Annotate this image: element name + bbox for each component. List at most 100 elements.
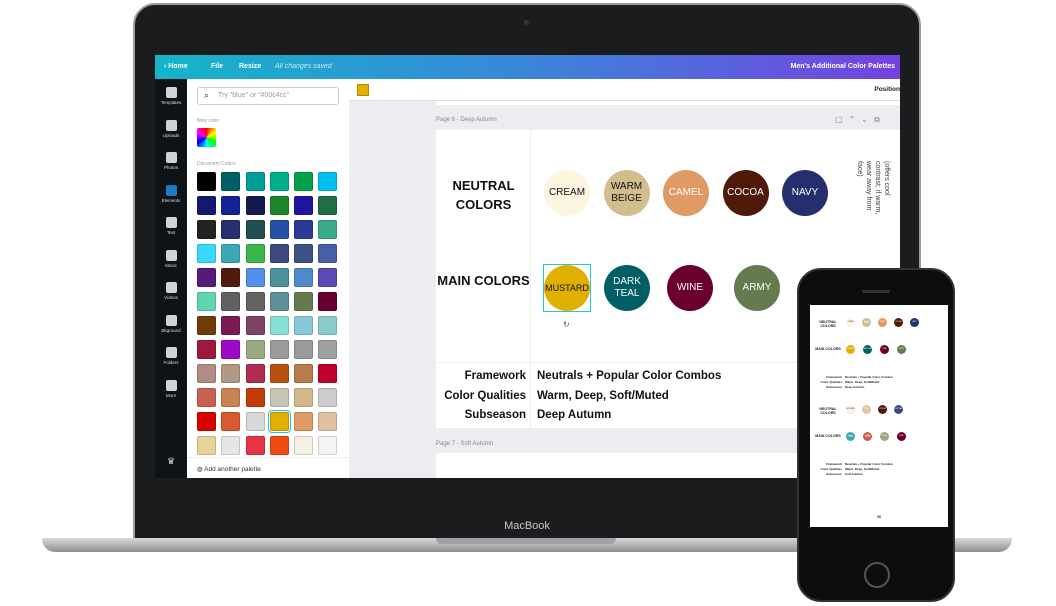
color-swatch[interactable]: [294, 292, 314, 311]
color-swatch[interactable]: [318, 412, 338, 431]
color-swatch[interactable]: [318, 364, 338, 383]
resize-menu[interactable]: Resize: [239, 63, 262, 70]
color-swatch[interactable]: [269, 388, 289, 407]
add-palette-button[interactable]: ◍ Add another palette: [187, 457, 349, 478]
color-swatch[interactable]: [245, 436, 265, 455]
document-title[interactable]: Men's Additional Color Palettes: [790, 63, 895, 70]
color-swatch[interactable]: [197, 364, 216, 383]
color-swatch[interactable]: [245, 388, 265, 407]
position-button[interactable]: Position: [874, 86, 900, 93]
neutral-swatch-warm-beige[interactable]: WARM BEIGE: [603, 170, 650, 216]
color-swatch[interactable]: [197, 388, 216, 407]
color-swatch[interactable]: [197, 220, 216, 239]
color-swatch[interactable]: [221, 292, 241, 311]
sidebar-item-photos[interactable]: Photos: [155, 152, 187, 170]
color-swatch[interactable]: [294, 340, 314, 359]
color-swatch[interactable]: [245, 268, 265, 287]
sidebar-item-uploads[interactable]: Uploads: [155, 119, 187, 138]
color-swatch[interactable]: [318, 196, 338, 215]
color-swatch[interactable]: [318, 172, 338, 191]
color-swatch[interactable]: [318, 436, 338, 455]
color-swatch[interactable]: [221, 364, 241, 383]
main-swatch-army[interactable]: ARMY: [734, 265, 780, 311]
color-swatch[interactable]: [294, 172, 314, 191]
new-color-button[interactable]: [197, 128, 216, 147]
color-swatch[interactable]: [197, 268, 216, 287]
color-swatch[interactable]: [318, 244, 338, 263]
color-swatch[interactable]: [221, 316, 241, 335]
color-search-input[interactable]: ⌕ Try "blue" or "#00c4cc": [197, 87, 339, 105]
color-swatch[interactable]: [294, 388, 314, 407]
color-swatch[interactable]: [269, 340, 289, 359]
main-swatch-mustard[interactable]: MUSTARD: [544, 265, 590, 311]
color-swatch[interactable]: [269, 196, 289, 215]
color-swatch[interactable]: [267, 410, 291, 433]
color-swatch[interactable]: [294, 364, 314, 383]
color-swatch[interactable]: [221, 268, 241, 287]
color-swatch[interactable]: [294, 268, 314, 287]
sidebar-item-more[interactable]: More: [155, 379, 187, 398]
color-swatch[interactable]: [318, 340, 338, 359]
color-swatch[interactable]: [269, 220, 289, 239]
file-menu[interactable]: File: [211, 63, 224, 70]
color-swatch[interactable]: [221, 244, 241, 263]
sidebar-item-templates[interactable]: Templates: [155, 87, 187, 105]
color-swatch[interactable]: [269, 364, 289, 383]
rotate-handle-icon[interactable]: ↻: [563, 320, 570, 329]
color-swatch[interactable]: [245, 172, 265, 191]
color-swatch[interactable]: [245, 292, 265, 311]
sidebar-item-bkground[interactable]: Bkground: [155, 314, 187, 333]
color-swatch[interactable]: [221, 172, 241, 191]
color-swatch[interactable]: [245, 316, 265, 335]
sidebar-item-folders[interactable]: Folders: [155, 347, 187, 365]
color-swatch[interactable]: [197, 340, 216, 359]
color-swatch[interactable]: [221, 220, 241, 239]
color-swatch[interactable]: [318, 388, 338, 407]
color-swatch[interactable]: [245, 412, 265, 431]
color-swatch[interactable]: [294, 316, 314, 335]
color-swatch[interactable]: [318, 220, 338, 239]
color-swatch[interactable]: [294, 436, 314, 455]
color-swatch[interactable]: [269, 292, 289, 311]
color-swatch[interactable]: [294, 220, 314, 239]
color-swatch[interactable]: [245, 196, 265, 215]
main-swatch-dark-teal[interactable]: DARK TEAL: [604, 265, 650, 311]
neutral-swatch-camel[interactable]: CAMEL: [663, 170, 709, 216]
color-swatch[interactable]: [269, 244, 289, 263]
color-swatch[interactable]: [318, 292, 338, 311]
color-swatch[interactable]: [197, 292, 216, 311]
color-swatch[interactable]: [269, 172, 289, 191]
color-swatch[interactable]: [197, 316, 216, 335]
sidebar-item-music[interactable]: Music: [155, 249, 187, 268]
current-color-button[interactable]: [357, 84, 369, 96]
color-swatch[interactable]: [197, 244, 216, 263]
home-button[interactable]: ‹ Home: [164, 63, 188, 70]
sidebar-item-elements[interactable]: Elements: [155, 184, 187, 203]
color-swatch[interactable]: [221, 196, 241, 215]
crown-icon[interactable]: ♛: [166, 456, 176, 466]
color-swatch[interactable]: [221, 388, 241, 407]
color-swatch[interactable]: [294, 244, 314, 263]
color-swatch[interactable]: [221, 340, 241, 359]
color-swatch[interactable]: [269, 316, 289, 335]
color-swatch[interactable]: [245, 340, 265, 359]
color-swatch[interactable]: [197, 172, 216, 191]
color-swatch[interactable]: [245, 220, 265, 239]
sidebar-item-videos[interactable]: Videos: [155, 282, 187, 300]
color-swatch[interactable]: [245, 244, 265, 263]
color-swatch[interactable]: [245, 364, 265, 383]
sidebar-item-text[interactable]: Text: [155, 217, 187, 235]
color-swatch[interactable]: [197, 436, 216, 455]
color-swatch[interactable]: [294, 412, 314, 431]
color-swatch[interactable]: [197, 196, 216, 215]
color-swatch[interactable]: [221, 436, 241, 455]
page-controls[interactable]: ▢⌃⌄⧉: [835, 115, 886, 124]
color-swatch[interactable]: [318, 268, 338, 287]
color-swatch[interactable]: [294, 196, 314, 215]
color-swatch[interactable]: [269, 268, 289, 287]
neutral-swatch-cocoa[interactable]: COCOA: [722, 170, 769, 216]
color-swatch[interactable]: [269, 436, 289, 455]
color-swatch[interactable]: [221, 412, 241, 431]
color-swatch[interactable]: [197, 412, 216, 431]
selection-box[interactable]: [543, 264, 591, 312]
